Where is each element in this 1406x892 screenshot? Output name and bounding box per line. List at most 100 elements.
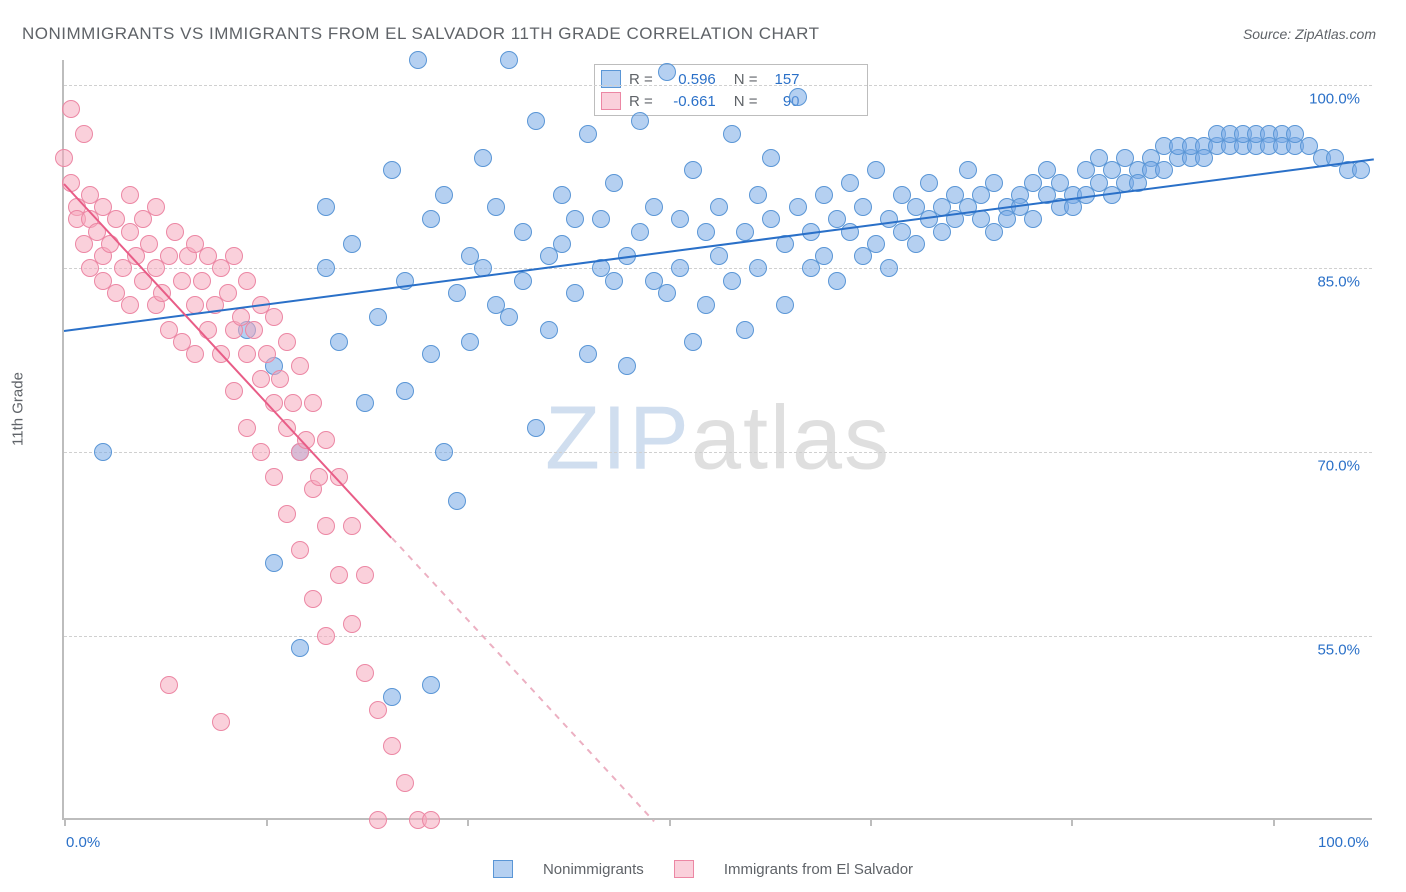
scatter-point — [343, 615, 361, 633]
scatter-point — [62, 100, 80, 118]
scatter-point — [959, 161, 977, 179]
trend-line — [64, 158, 1374, 332]
scatter-point — [265, 468, 283, 486]
x-tick — [64, 818, 66, 826]
scatter-point — [356, 664, 374, 682]
stats-box: R = 0.596 N = 157 R = -0.661 N = 90 — [594, 64, 868, 116]
scatter-point — [356, 394, 374, 412]
scatter-point — [828, 272, 846, 290]
scatter-point — [252, 370, 270, 388]
watermark: ZIPatlas — [545, 388, 891, 491]
chart-title: NONIMMIGRANTS VS IMMIGRANTS FROM EL SALV… — [22, 24, 820, 44]
scatter-point — [762, 149, 780, 167]
stat-label-r2: R = — [629, 93, 653, 110]
scatter-point — [920, 174, 938, 192]
scatter-point — [435, 443, 453, 461]
scatter-point — [422, 345, 440, 363]
scatter-point — [383, 161, 401, 179]
trend-line — [63, 183, 392, 538]
scatter-point — [212, 713, 230, 731]
scatter-point — [907, 235, 925, 253]
scatter-point — [448, 492, 466, 510]
scatter-point — [245, 321, 263, 339]
watermark-atlas: atlas — [691, 389, 891, 489]
scatter-point — [147, 198, 165, 216]
scatter-point — [252, 443, 270, 461]
scatter-point — [540, 321, 558, 339]
scatter-point — [317, 431, 335, 449]
scatter-point — [435, 186, 453, 204]
bottom-legend: Nonimmigrants Immigrants from El Salvado… — [0, 860, 1406, 878]
scatter-point — [238, 419, 256, 437]
y-tick-label: 100.0% — [1309, 90, 1360, 107]
scatter-point — [815, 186, 833, 204]
scatter-point — [356, 566, 374, 584]
scatter-point — [592, 210, 610, 228]
scatter-point — [160, 676, 178, 694]
scatter-point — [258, 345, 276, 363]
scatter-point — [193, 272, 211, 290]
scatter-point — [238, 272, 256, 290]
scatter-point — [422, 676, 440, 694]
scatter-point — [684, 333, 702, 351]
stat-pink-r: -0.661 — [661, 93, 716, 110]
scatter-point — [343, 517, 361, 535]
legend-label-blue: Nonimmigrants — [543, 861, 644, 878]
scatter-point — [684, 161, 702, 179]
scatter-point — [265, 308, 283, 326]
scatter-point — [461, 333, 479, 351]
scatter-point — [409, 51, 427, 69]
scatter-point — [369, 701, 387, 719]
stats-row-pink: R = -0.661 N = 90 — [601, 90, 861, 112]
scatter-point — [383, 737, 401, 755]
source-label: Source: ZipAtlas.com — [1243, 26, 1376, 42]
y-tick-label: 85.0% — [1317, 274, 1360, 291]
y-tick-label: 55.0% — [1317, 642, 1360, 659]
scatter-point — [310, 468, 328, 486]
scatter-point — [500, 308, 518, 326]
scatter-point — [618, 357, 636, 375]
x-tick-label: 0.0% — [66, 834, 100, 851]
scatter-point — [1024, 210, 1042, 228]
scatter-point — [160, 247, 178, 265]
scatter-point — [317, 198, 335, 216]
scatter-point — [121, 296, 139, 314]
stats-row-blue: R = 0.596 N = 157 — [601, 68, 861, 90]
scatter-point — [579, 345, 597, 363]
scatter-point — [631, 112, 649, 130]
scatter-point — [304, 394, 322, 412]
legend-swatch-pink-icon — [674, 860, 694, 878]
scatter-point — [173, 272, 191, 290]
scatter-point — [284, 394, 302, 412]
scatter-point — [645, 198, 663, 216]
scatter-point — [238, 345, 256, 363]
x-tick — [870, 818, 872, 826]
x-tick — [467, 818, 469, 826]
scatter-point — [566, 284, 584, 302]
scatter-point — [422, 210, 440, 228]
scatter-point — [330, 333, 348, 351]
scatter-point — [317, 517, 335, 535]
scatter-point — [553, 186, 571, 204]
scatter-point — [710, 198, 728, 216]
scatter-point — [225, 382, 243, 400]
x-tick — [1273, 818, 1275, 826]
scatter-point — [658, 63, 676, 81]
scatter-point — [867, 161, 885, 179]
scatter-point — [448, 284, 466, 302]
scatter-point — [605, 272, 623, 290]
scatter-point — [671, 210, 689, 228]
scatter-point — [304, 590, 322, 608]
scatter-point — [527, 419, 545, 437]
y-axis-label: 11th Grade — [10, 372, 27, 446]
gridline — [64, 268, 1372, 269]
scatter-point — [697, 223, 715, 241]
scatter-point — [867, 235, 885, 253]
scatter-point — [225, 247, 243, 265]
scatter-point — [776, 296, 794, 314]
scatter-point — [500, 51, 518, 69]
scatter-point — [553, 235, 571, 253]
gridline — [64, 85, 1372, 86]
plot-area: ZIPatlas R = 0.596 N = 157 R = -0.661 N … — [62, 60, 1372, 820]
scatter-point — [422, 811, 440, 829]
